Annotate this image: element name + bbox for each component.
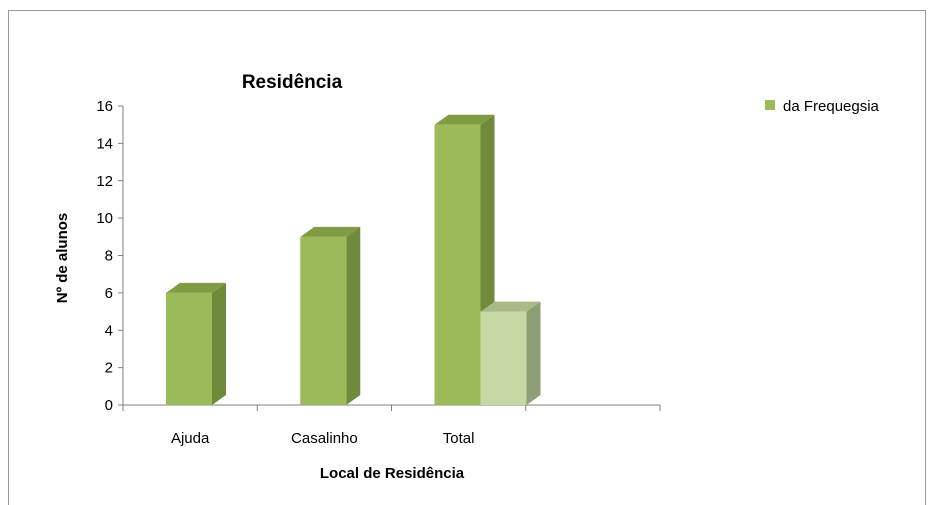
y-tick-label: 16	[96, 98, 113, 115]
y-tick-label: 14	[96, 135, 113, 152]
legend: da Frequegsia	[765, 98, 880, 115]
legend-swatch-da-frequegsia	[765, 100, 775, 110]
x-tick-label: Ajuda	[171, 430, 210, 447]
bar-top	[166, 282, 226, 293]
bar-top	[300, 226, 361, 237]
y-tick-label: 6	[105, 285, 113, 302]
bar-front	[480, 311, 527, 405]
x-axis-title: Local de Residência	[320, 465, 465, 482]
bars	[166, 114, 541, 405]
chart-frame	[8, 10, 926, 505]
bar-front	[434, 124, 481, 405]
y-tick-label: 4	[105, 322, 113, 339]
bar-top	[434, 114, 495, 125]
legend-label-da-frequegsia: da Frequegsia	[783, 98, 880, 115]
x-axis: Ajuda Casalinho Total	[122, 404, 661, 447]
y-tick-label: 8	[105, 248, 113, 265]
bar-side	[346, 226, 361, 405]
y-axis-title: Nº de alunos	[54, 213, 71, 304]
y-tick-label: 0	[105, 397, 113, 414]
bar-side	[212, 282, 226, 405]
bar-side	[526, 301, 541, 405]
bar-ajuda-series-0	[166, 282, 226, 405]
chart-title: Residência	[242, 72, 343, 93]
y-axis: 0 2 4 6 8 10 12 14 16	[96, 98, 124, 414]
x-tick-label: Total	[443, 430, 475, 447]
bar-total-series-1	[480, 301, 541, 405]
x-tick-label: Casalinho	[291, 430, 358, 447]
y-tick-label: 2	[105, 360, 113, 377]
bar-front	[300, 236, 347, 405]
y-tick-label: 10	[96, 210, 113, 227]
bar-front	[166, 292, 212, 405]
bar-top	[480, 301, 541, 312]
y-tick-label: 12	[96, 173, 113, 190]
bar-casalinho-series-0	[300, 226, 361, 405]
